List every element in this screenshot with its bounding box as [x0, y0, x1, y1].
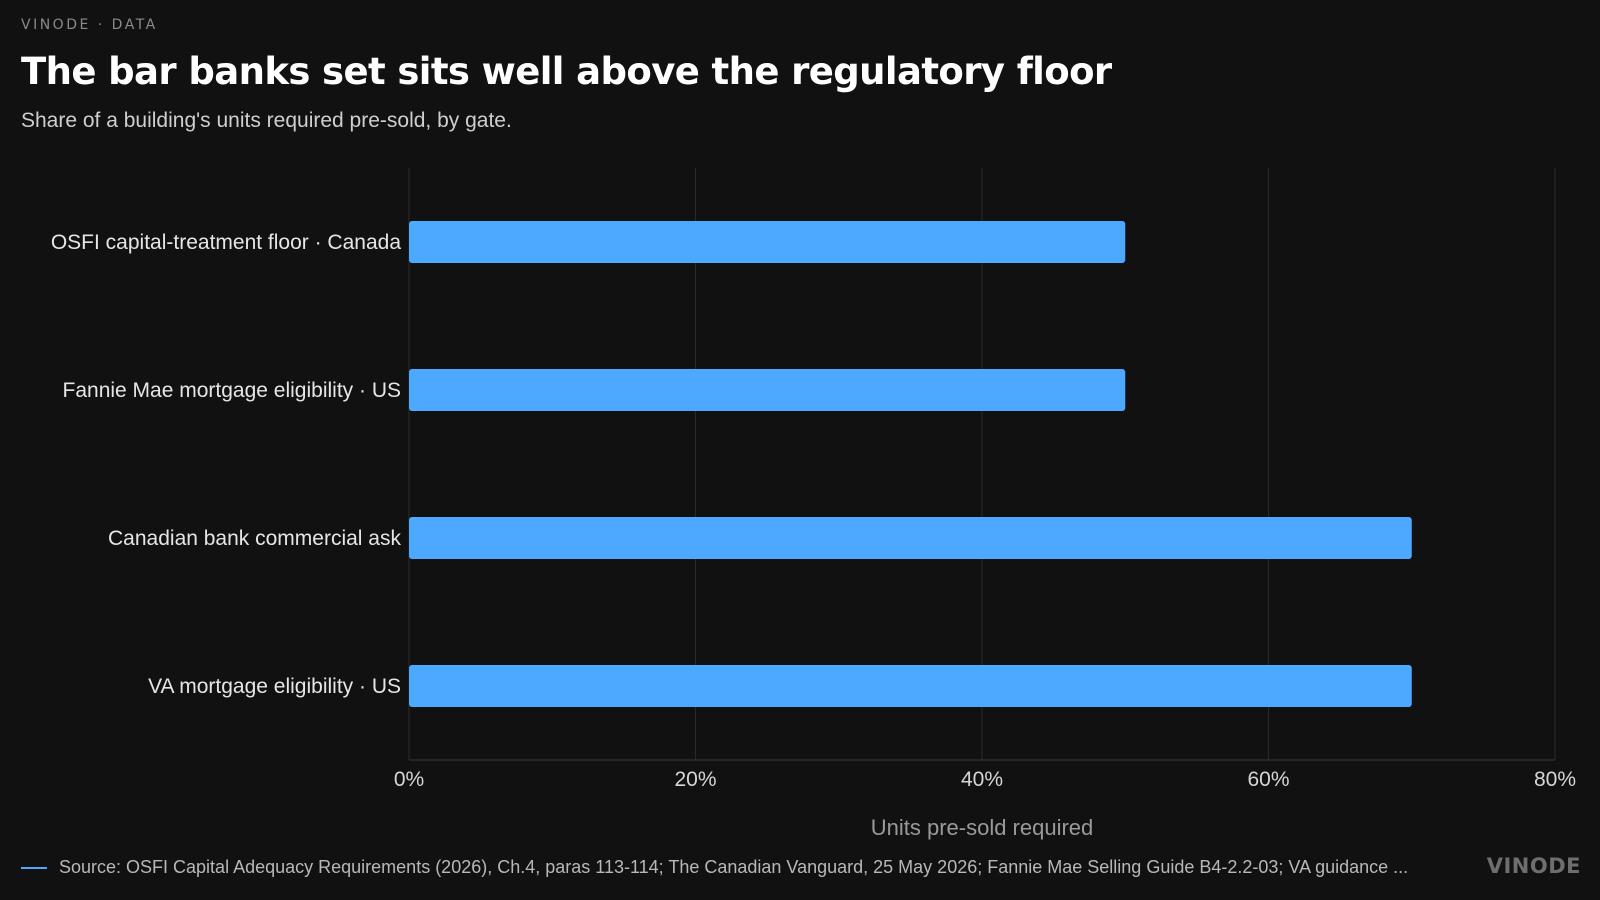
source-note: Source: OSFI Capital Adequacy Requiremen… [59, 857, 1409, 877]
bar [409, 221, 1126, 263]
x-tick-label: 0% [394, 768, 424, 791]
x-tick-label: 20% [674, 768, 716, 791]
kicker-label: VINODE · DATA [21, 17, 158, 33]
bar-chart: 0% 20% 40% 60% 80% OSFI capital-treatment flo… [51, 168, 1576, 840]
x-tick-label: 60% [1247, 768, 1289, 791]
category-label: Fannie Mae mortgage eligibility · US [63, 379, 401, 402]
bar [409, 369, 1126, 411]
x-axis-title: Units pre-sold required [871, 815, 1094, 840]
brand-logo: VINODE [1486, 854, 1581, 878]
category-label: VA mortgage eligibility · US [148, 675, 401, 698]
category-label: Canadian bank commercial ask [108, 527, 401, 550]
bar [409, 665, 1412, 707]
x-tick-label: 40% [961, 768, 1003, 791]
chart-title: The bar banks set sits well above the re… [21, 50, 1112, 93]
chart-subtitle: Share of a building's units required pre… [21, 109, 512, 132]
source-marker-line [21, 867, 47, 869]
x-tick-label: 80% [1534, 768, 1576, 791]
bar [409, 517, 1412, 559]
footer: Source: OSFI Capital Adequacy Requiremen… [21, 854, 1581, 880]
category-label: OSFI capital-treatment floor · Canada [51, 231, 401, 254]
